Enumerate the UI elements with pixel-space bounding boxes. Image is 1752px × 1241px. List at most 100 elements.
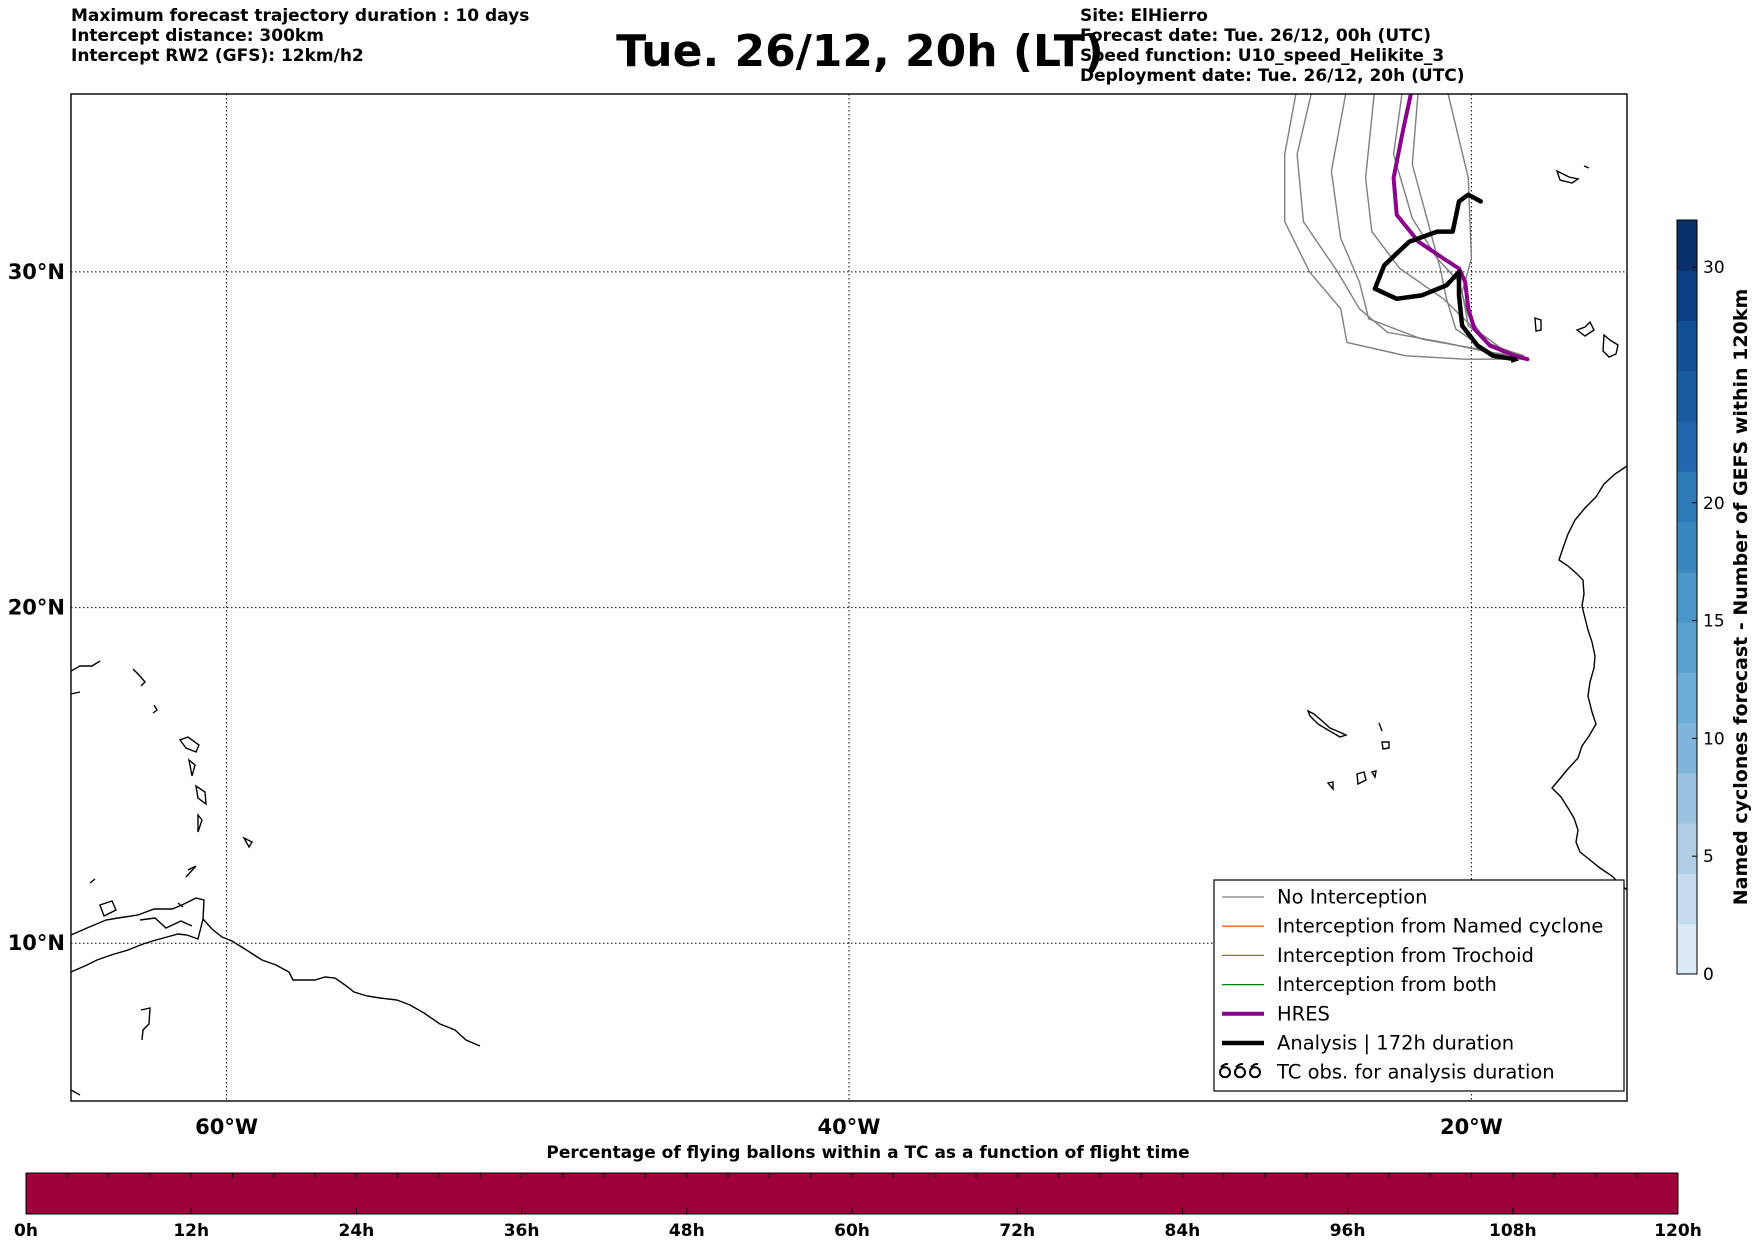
colorbar-cell <box>1677 672 1697 724</box>
lon-label: 60°W <box>195 1115 258 1139</box>
gefs-track-no-interception <box>1447 94 1522 357</box>
legend-label: Interception from Named cyclone <box>1277 915 1603 938</box>
island-santiago <box>1356 771 1367 786</box>
deployment-date-text: Deployment date: Tue. 26/12, 20h (UTC) <box>1080 66 1465 86</box>
island-fuerteventura <box>1575 320 1595 337</box>
flight-time-tick-label: 108h <box>1489 1221 1537 1241</box>
max-duration-text: Maximum forecast trajectory duration : 1… <box>71 6 530 26</box>
gefs-track-no-interception <box>1296 94 1525 357</box>
forecast-date-text: Forecast date: Tue. 26/12, 00h (UTC) <box>1080 26 1431 46</box>
island-grenadines <box>185 865 197 878</box>
coast-venezuela <box>71 897 205 973</box>
colorbar-cell <box>1677 571 1697 623</box>
colorbar-cell <box>1677 220 1697 271</box>
longitude-labels: 60°W 40°W 20°W <box>195 1115 1503 1139</box>
legend-box <box>1213 879 1625 1092</box>
speed-function-text: Speed function: U10_speed_Helikite_3 <box>1080 46 1445 66</box>
island-st-lucia <box>197 813 203 833</box>
colorbar-tick-label: 30 <box>1703 258 1725 278</box>
coast-hispaniola <box>71 660 101 672</box>
island-antigua <box>152 704 158 714</box>
colorbar-tick-label: 0 <box>1703 965 1714 985</box>
island-maio <box>1370 770 1377 779</box>
colorbar-tick-label: 15 <box>1703 612 1725 632</box>
map-frame <box>70 93 1628 1102</box>
flight-time-bar-title: Percentage of flying ballons within a TC… <box>546 1143 1189 1163</box>
legend-label: No Interception <box>1277 886 1428 909</box>
gefs-track-no-interception <box>1411 94 1525 360</box>
legend-label: Interception from both <box>1277 973 1497 996</box>
flight-time-tick-label: 60h <box>834 1221 870 1241</box>
flight-time-tick-label: 72h <box>999 1221 1035 1241</box>
island-dominica <box>187 758 196 777</box>
colorbar-cell <box>1677 471 1697 523</box>
island-porto-santo <box>1583 165 1590 169</box>
colorbar-cell <box>1677 521 1697 573</box>
hres-track <box>1391 94 1530 362</box>
gefs-track-no-interception <box>1392 94 1522 357</box>
island-fogo <box>1326 781 1334 791</box>
colorbar-tick-label: 20 <box>1703 494 1725 514</box>
flight-time-tick-label: 84h <box>1165 1221 1201 1241</box>
tc-symbol-icon <box>1219 1063 1261 1079</box>
flight-time-bar-fill <box>25 1172 1679 1215</box>
islands-abc <box>89 878 117 917</box>
gefs-track-no-interception <box>1364 94 1525 357</box>
colorbar-cell <box>1677 722 1697 774</box>
island-barbados <box>242 836 253 849</box>
island-madeira <box>1555 169 1580 184</box>
coast-puerto-rico <box>71 691 81 695</box>
lon-label: 40°W <box>818 1115 881 1139</box>
cyclone-colorbar: 0 5 10 15 20 30 Named cyclones forecast - Num… <box>1676 219 1752 985</box>
coast-africa <box>1551 465 1627 891</box>
legend: No Interception Interception from Named c… <box>1213 879 1625 1092</box>
flight-time-tick-label: 120h <box>1654 1221 1702 1241</box>
latitude-labels: 30°N 20°N 10°N <box>8 260 65 955</box>
map-title: Tue. 26/12, 20h (LT) <box>616 26 1104 77</box>
legend-label: Interception from Trochoid <box>1277 944 1534 967</box>
lat-label: 20°N <box>8 596 65 620</box>
flight-time-tick-label: 96h <box>1330 1221 1366 1241</box>
lon-label: 20°W <box>1440 1115 1503 1139</box>
trajectories <box>1283 94 1530 362</box>
flight-time-tick-label: 0h <box>14 1221 38 1241</box>
gefs-track-no-interception <box>1283 94 1525 360</box>
colorbar-cell <box>1677 320 1697 372</box>
colorbar-cell <box>1677 370 1697 422</box>
flight-time-bar: Percentage of flying ballons within a TC… <box>14 1143 1702 1241</box>
flight-time-tick-label: 24h <box>339 1221 375 1241</box>
island-cabo-verde-north <box>1306 709 1348 738</box>
colorbar-label: Named cyclones forecast - Number of GEFS… <box>1730 289 1752 906</box>
island-guadeloupe <box>178 736 200 753</box>
island-martinique <box>195 784 207 806</box>
legend-label: TC obs. for analysis duration <box>1276 1061 1555 1084</box>
island-lanzarote <box>1602 333 1619 358</box>
colorbar-cell <box>1677 421 1697 472</box>
lat-label: 30°N <box>8 260 65 284</box>
colorbar-cell <box>1677 270 1697 322</box>
flight-time-tick-label: 36h <box>504 1221 540 1241</box>
header-right: Site: ElHierro Forecast date: Tue. 26/12… <box>1080 6 1465 86</box>
colorbar-tick-label: 10 <box>1703 729 1725 749</box>
colorbar-tick-label: 5 <box>1703 847 1714 867</box>
coast-trinidad <box>140 1007 151 1041</box>
colorbar-frame <box>1676 219 1698 975</box>
intercept-distance-text: Intercept distance: 300km <box>71 26 324 46</box>
gefs-track-no-interception <box>1330 94 1522 360</box>
colorbar-cell <box>1677 823 1697 874</box>
island-boa-vista <box>1381 741 1390 750</box>
legend-label: Analysis | 172h duration <box>1277 1032 1514 1055</box>
island-tenerife <box>1534 317 1542 332</box>
header-left: Maximum forecast trajectory duration : 1… <box>71 6 529 66</box>
colorbar-cell <box>1677 772 1697 824</box>
flight-time-tick-label: 12h <box>173 1221 209 1241</box>
coast-guianas-brazil <box>202 918 481 1047</box>
analysis-track <box>1372 192 1518 362</box>
colorbar-cell <box>1677 873 1697 925</box>
colorbar-cell <box>1677 622 1697 673</box>
flight-time-tick-label: 48h <box>669 1221 705 1241</box>
coast-sw-edge <box>71 1089 81 1096</box>
lat-label: 10°N <box>8 931 65 955</box>
intercept-rw2-text: Intercept RW2 (GFS): 12km/h2 <box>71 46 364 66</box>
